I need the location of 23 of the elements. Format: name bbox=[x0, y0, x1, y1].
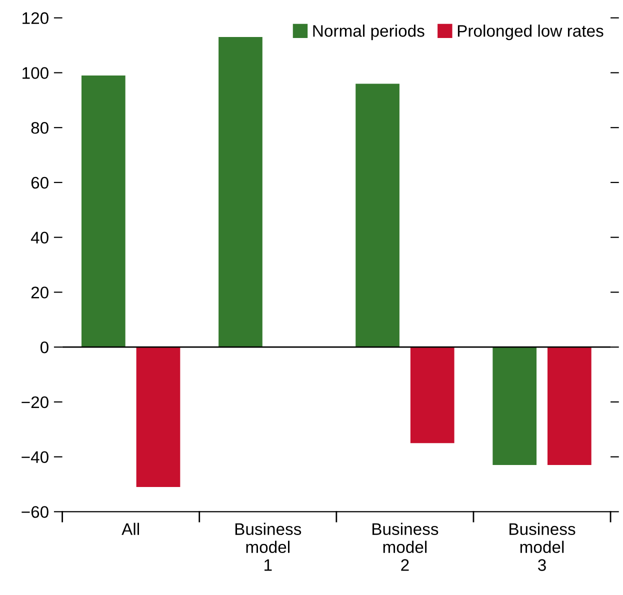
bar bbox=[136, 347, 180, 488]
legend-label: Prolonged low rates bbox=[458, 24, 604, 40]
y-tick-label: 100 bbox=[22, 67, 48, 79]
y-tick-label: 80 bbox=[31, 122, 48, 134]
x-tick-label: Business model 3 bbox=[510, 522, 576, 571]
legend-label: Normal periods bbox=[313, 24, 424, 40]
y-tick-label: −40 bbox=[22, 451, 48, 464]
y-tick-label: 20 bbox=[31, 286, 48, 298]
bar bbox=[218, 37, 262, 348]
y-tick-label: 60 bbox=[31, 176, 48, 189]
x-tick-label: All bbox=[122, 522, 139, 535]
y-tick-label: 120 bbox=[22, 12, 48, 24]
bar bbox=[410, 347, 454, 444]
y-tick-label: −20 bbox=[22, 396, 48, 408]
x-tick-label: Business model 2 bbox=[372, 522, 438, 571]
y-tick-label: 40 bbox=[30, 232, 48, 244]
bar bbox=[81, 75, 126, 348]
bar bbox=[356, 84, 400, 348]
bar bbox=[547, 347, 592, 466]
y-tick-label: 0 bbox=[40, 341, 48, 354]
bar bbox=[492, 347, 537, 466]
x-tick-label: Business model 1 bbox=[235, 522, 302, 571]
y-tick-label: −60 bbox=[22, 506, 48, 518]
